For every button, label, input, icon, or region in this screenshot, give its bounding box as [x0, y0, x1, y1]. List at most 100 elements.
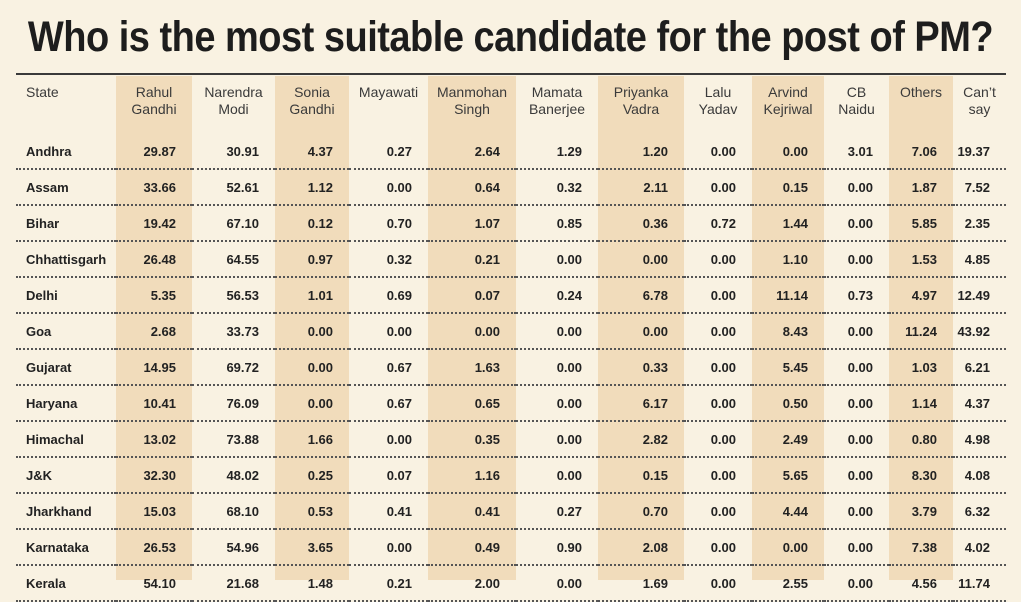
table-row: Delhi 5.35 56.53 1.01 0.69 0.07 0.24 6.78 0.00 11…: [16, 277, 1006, 314]
header-modi: Narendra Modi: [192, 78, 275, 134]
header-label: Manmohan: [436, 84, 508, 100]
header-mayawati: Mayawati: [349, 78, 428, 134]
value-cell-lalu: 0.00: [684, 385, 752, 422]
table-row: Himachal 13.02 73.88 1.66 0.00 0.35 0.00 2.82 0.…: [16, 421, 1006, 458]
value-cell-cantsay: 2.35: [953, 205, 1006, 242]
value-cell-lalu: 0.00: [684, 457, 752, 494]
value-cell-kejriwal: 5.65: [752, 457, 824, 494]
header-priyanka: Priyanka Vadra: [598, 78, 684, 134]
value-cell-lalu: 0.00: [684, 313, 752, 350]
header-others: Others: [889, 78, 953, 134]
value-cell-mayawati: 0.67: [349, 349, 428, 386]
value-cell-cantsay: 4.08: [953, 457, 1006, 494]
value-cell-modi: 52.61: [192, 169, 275, 206]
value-cell-cantsay: 7.52: [953, 169, 1006, 206]
value-cell-priyanka: 1.20: [598, 134, 684, 170]
value-cell-mamata: 0.00: [516, 241, 598, 278]
header-label: Kejriwal: [763, 101, 813, 117]
header-label: Mayawati: [358, 84, 419, 100]
header-label: Naidu: [838, 101, 875, 117]
value-cell-sonia: 1.01: [275, 277, 349, 314]
value-cell-lalu: 0.00: [684, 493, 752, 530]
value-cell-modi: 30.91: [192, 134, 275, 170]
table-row: Haryana 10.41 76.09 0.00 0.67 0.65 0.00 6.17 0.0…: [16, 385, 1006, 422]
value-cell-kejriwal: 5.45: [752, 349, 824, 386]
table-row: Karnataka 26.53 54.96 3.65 0.00 0.49 0.90 2.08 0…: [16, 529, 1006, 566]
value-cell-others: 4.97: [889, 277, 953, 314]
value-cell-rahul: 26.48: [116, 241, 192, 278]
header-mamata: Mamata Banerjee: [516, 78, 598, 134]
value-cell-lalu: 0.00: [684, 277, 752, 314]
table-row: Assam 33.66 52.61 1.12 0.00 0.64 0.32 2.11 0.00 0…: [16, 169, 1006, 206]
poll-table-panel: Who is the most suitable candidate for t…: [16, 14, 1006, 602]
state-cell: Delhi: [16, 277, 116, 314]
value-cell-lalu: 0.00: [684, 421, 752, 458]
value-cell-kejriwal: 0.00: [752, 529, 824, 566]
value-cell-naidu: 0.00: [824, 457, 889, 494]
value-cell-manmohan: 0.49: [428, 529, 516, 566]
value-cell-sonia: 1.48: [275, 565, 349, 602]
value-cell-naidu: 0.00: [824, 205, 889, 242]
value-cell-others: 8.30: [889, 457, 953, 494]
header-label: Lalu: [704, 84, 732, 100]
value-cell-modi: 69.72: [192, 349, 275, 386]
value-cell-priyanka: 0.36: [598, 205, 684, 242]
value-cell-lalu: 0.00: [684, 529, 752, 566]
header-label: Modi: [218, 101, 249, 117]
value-cell-cantsay: 4.98: [953, 421, 1006, 458]
value-cell-naidu: 0.00: [824, 529, 889, 566]
header-label: Yadav: [698, 101, 738, 117]
value-cell-sonia: 0.53: [275, 493, 349, 530]
header-label: Can’t: [963, 84, 996, 100]
value-cell-mayawati: 0.07: [349, 457, 428, 494]
header-row: State Rahul Gandhi Narendra Modi Sonia Gandhi M…: [16, 78, 1006, 134]
value-cell-priyanka: 6.17: [598, 385, 684, 422]
value-cell-modi: 67.10: [192, 205, 275, 242]
value-cell-modi: 73.88: [192, 421, 275, 458]
poll-table: State Rahul Gandhi Narendra Modi Sonia Gandhi M…: [16, 78, 1006, 602]
value-cell-priyanka: 0.33: [598, 349, 684, 386]
header-label: Others: [899, 84, 942, 100]
value-cell-naidu: 0.00: [824, 493, 889, 530]
value-cell-priyanka: 0.00: [598, 313, 684, 350]
value-cell-others: 7.38: [889, 529, 953, 566]
value-cell-sonia: 4.37: [275, 134, 349, 170]
state-cell: Karnataka: [16, 529, 116, 566]
value-cell-sonia: 1.66: [275, 421, 349, 458]
value-cell-lalu: 0.72: [684, 205, 752, 242]
value-cell-naidu: 0.00: [824, 349, 889, 386]
value-cell-rahul: 26.53: [116, 529, 192, 566]
table-row: Jharkhand 15.03 68.10 0.53 0.41 0.41 0.27 0.70 0…: [16, 493, 1006, 530]
value-cell-mamata: 0.00: [516, 457, 598, 494]
value-cell-sonia: 0.97: [275, 241, 349, 278]
value-cell-kejriwal: 2.49: [752, 421, 824, 458]
value-cell-sonia: 1.12: [275, 169, 349, 206]
value-cell-mamata: 1.29: [516, 134, 598, 170]
value-cell-mamata: 0.00: [516, 349, 598, 386]
value-cell-modi: 76.09: [192, 385, 275, 422]
value-cell-manmohan: 0.00: [428, 313, 516, 350]
header-label: Priyanka: [613, 84, 669, 100]
table-row: J&K 32.30 48.02 0.25 0.07 1.16 0.00 0.15 0.00 5.6…: [16, 457, 1006, 494]
value-cell-cantsay: 4.37: [953, 385, 1006, 422]
value-cell-mayawati: 0.41: [349, 493, 428, 530]
value-cell-mayawati: 0.32: [349, 241, 428, 278]
header-label: State: [26, 84, 59, 100]
value-cell-mayawati: 0.69: [349, 277, 428, 314]
value-cell-mamata: 0.24: [516, 277, 598, 314]
value-cell-others: 3.79: [889, 493, 953, 530]
table-row: Chhattisgarh 26.48 64.55 0.97 0.32 0.21 0.00 0.…: [16, 241, 1006, 278]
value-cell-cantsay: 6.21: [953, 349, 1006, 386]
table-row: Bihar 19.42 67.10 0.12 0.70 1.07 0.85 0.36 0.72 1…: [16, 205, 1006, 242]
value-cell-naidu: 0.00: [824, 169, 889, 206]
value-cell-modi: 48.02: [192, 457, 275, 494]
value-cell-cantsay: 4.85: [953, 241, 1006, 278]
state-cell: Andhra: [16, 134, 116, 170]
value-cell-others: 0.80: [889, 421, 953, 458]
value-cell-priyanka: 0.15: [598, 457, 684, 494]
header-rahul: Rahul Gandhi: [116, 78, 192, 134]
value-cell-priyanka: 0.00: [598, 241, 684, 278]
value-cell-rahul: 5.35: [116, 277, 192, 314]
value-cell-naidu: 0.00: [824, 313, 889, 350]
value-cell-mayawati: 0.27: [349, 134, 428, 170]
